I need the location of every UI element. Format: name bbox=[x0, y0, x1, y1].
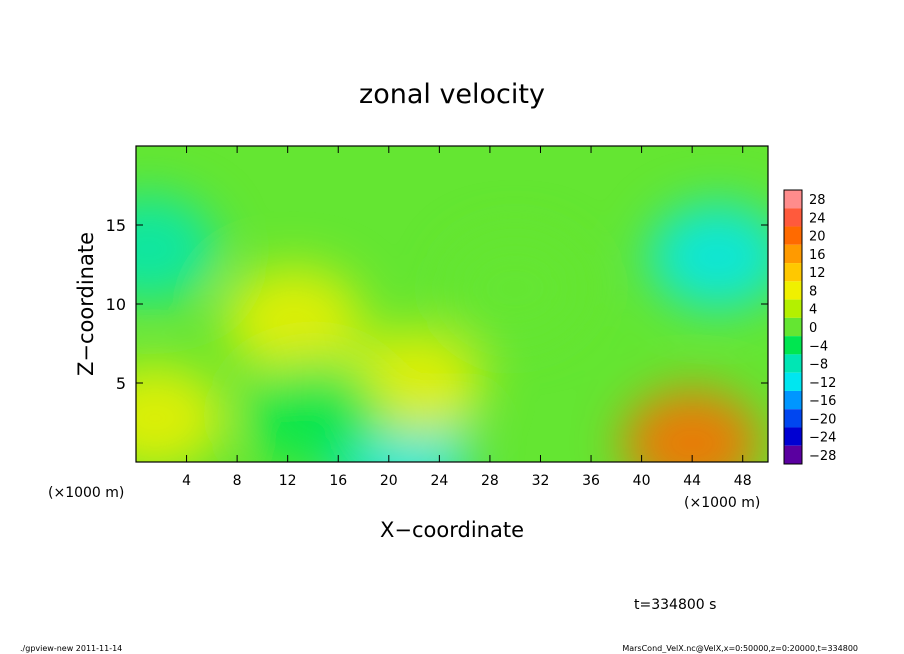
field-feature-4 bbox=[224, 266, 364, 374]
chart-title: zonal velocity bbox=[359, 79, 545, 110]
x-tick-label: 48 bbox=[734, 473, 752, 489]
colorbar-label: −28 bbox=[809, 449, 836, 464]
colorbar-swatch bbox=[784, 244, 802, 264]
colorbar-swatch bbox=[784, 354, 802, 373]
field-feature-7 bbox=[445, 234, 585, 342]
y-tick-label: 5 bbox=[116, 374, 126, 393]
x-tick-label: 4 bbox=[182, 473, 191, 489]
x-axis-label: X−coordinate bbox=[380, 518, 524, 542]
colorbar-label: 8 bbox=[809, 284, 817, 299]
x-tick-label: 40 bbox=[633, 473, 651, 489]
colorbar-label: 4 bbox=[809, 303, 817, 318]
colorbar-label: −24 bbox=[809, 431, 836, 446]
x-tick-label: 24 bbox=[430, 473, 448, 489]
x-unit-right: (×1000 m) bbox=[684, 495, 760, 511]
velocity-field bbox=[136, 194, 768, 462]
field-feature-5 bbox=[136, 364, 225, 462]
colorbar-swatch bbox=[784, 317, 802, 337]
x-tick-label: 8 bbox=[233, 473, 242, 489]
colorbar-label: 0 bbox=[809, 321, 817, 336]
colorbar-swatch bbox=[784, 372, 802, 391]
x-tick-label: 44 bbox=[683, 473, 701, 489]
colorbar-swatch bbox=[784, 263, 802, 282]
x-tick-label: 16 bbox=[329, 473, 347, 489]
x-tick-label: 12 bbox=[279, 473, 297, 489]
colorbar-swatch bbox=[784, 281, 802, 300]
colorbar-label: −12 bbox=[809, 376, 836, 391]
field-feature-0 bbox=[136, 194, 219, 303]
colorbar-swatch bbox=[784, 190, 802, 209]
colorbar-swatch bbox=[784, 390, 802, 410]
colorbar-label: −8 bbox=[809, 358, 828, 373]
field-feature-8 bbox=[243, 360, 383, 462]
colorbar-swatch bbox=[784, 409, 802, 428]
plot-area bbox=[135, 145, 769, 463]
x-tick-label: 32 bbox=[532, 473, 550, 489]
y-tick-label: 10 bbox=[106, 295, 126, 314]
time-annotation: t=334800 s bbox=[634, 597, 716, 613]
colorbar-label: 20 bbox=[809, 230, 826, 245]
x-tick-label: 20 bbox=[380, 473, 398, 489]
x-unit-left: (×1000 m) bbox=[48, 485, 124, 501]
colorbar-label: −4 bbox=[809, 339, 828, 354]
colorbar: 28 24 20 16 12 8 4 0 −4 −8 −12 −16 −20 −24 −28 bbox=[783, 189, 836, 465]
colorbar-label: −20 bbox=[809, 412, 836, 427]
colorbar-label: 28 bbox=[809, 193, 826, 208]
colorbar-label: 24 bbox=[809, 211, 826, 226]
x-axis: 4 8 12 16 20 24 28 32 36 40 44 48 bbox=[182, 146, 752, 489]
colorbar-swatch bbox=[784, 427, 802, 446]
x-tick-label: 36 bbox=[582, 473, 600, 489]
y-tick-label: 15 bbox=[106, 216, 126, 235]
colorbar-frame bbox=[783, 189, 803, 465]
colorbar-label: 12 bbox=[809, 266, 826, 281]
footer-right: MarsCond_VelX.nc@VelX,x=0:50000,z=0:2000… bbox=[622, 644, 858, 653]
colorbar-label: 16 bbox=[809, 248, 826, 263]
colorbar-swatch bbox=[784, 336, 802, 355]
x-tick-label: 28 bbox=[481, 473, 499, 489]
y-axis: 5 10 15 bbox=[106, 216, 768, 393]
colorbar-label: −16 bbox=[809, 394, 836, 409]
colorbar-swatch bbox=[784, 208, 802, 227]
colorbar-swatch bbox=[784, 226, 802, 245]
footer-left: ./gpview-new 2011-11-14 bbox=[20, 644, 122, 653]
y-axis-label: Z−coordinate bbox=[74, 232, 98, 376]
field-feature-3 bbox=[622, 389, 762, 462]
field-feature-1 bbox=[647, 202, 768, 311]
colorbar-swatch bbox=[784, 445, 802, 464]
colorbar-swatch bbox=[784, 299, 802, 318]
